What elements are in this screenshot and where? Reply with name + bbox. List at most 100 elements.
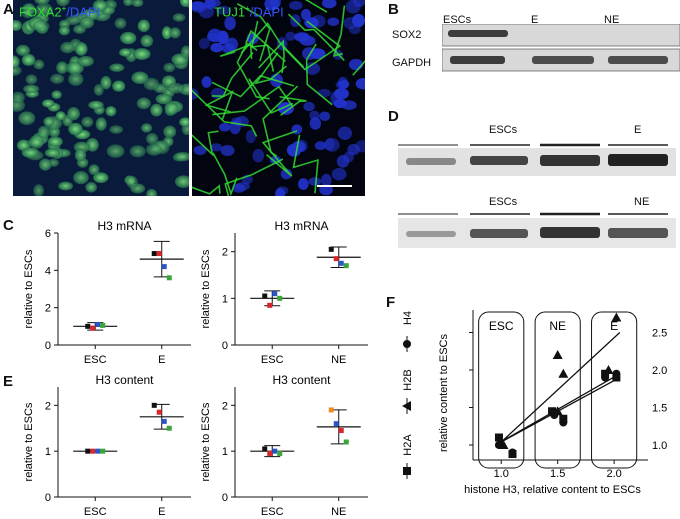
nucleus bbox=[58, 181, 73, 191]
nucleus bbox=[172, 13, 186, 22]
nucleus bbox=[309, 117, 322, 130]
nucleus bbox=[335, 80, 348, 89]
dapi-label-left: DAPI bbox=[69, 4, 101, 20]
x-tick-label: 2.0 bbox=[606, 468, 621, 480]
foxa2-sup: + bbox=[61, 4, 67, 13]
nucleus bbox=[18, 111, 36, 126]
x-tick-label: E bbox=[158, 354, 165, 366]
nucleus bbox=[269, 0, 281, 9]
data-point bbox=[161, 264, 167, 270]
nucleus bbox=[276, 186, 289, 195]
nucleus bbox=[137, 19, 150, 33]
nucleus bbox=[13, 55, 20, 69]
nucleus bbox=[43, 116, 55, 127]
nucleus bbox=[352, 13, 365, 28]
nucleus bbox=[58, 25, 70, 36]
x-tick-label: NE bbox=[331, 506, 346, 518]
h2b-point bbox=[552, 406, 563, 416]
data-point bbox=[166, 425, 172, 431]
data-point bbox=[262, 293, 268, 299]
neurite bbox=[279, 95, 307, 116]
h2b-point bbox=[611, 312, 622, 322]
data-point bbox=[328, 246, 334, 252]
nucleus bbox=[105, 105, 117, 117]
nucleus bbox=[133, 48, 151, 60]
nucleus bbox=[129, 145, 146, 158]
nucleus bbox=[210, 143, 223, 152]
nucleus bbox=[56, 0, 70, 7]
legend-triangle-icon bbox=[402, 401, 411, 411]
nucleus bbox=[333, 98, 347, 109]
nucleus bbox=[112, 80, 126, 92]
y-tick-label: 0 bbox=[45, 492, 51, 504]
neurite bbox=[287, 13, 345, 61]
nucleus bbox=[106, 144, 125, 158]
nucleus bbox=[232, 183, 246, 193]
nucleus bbox=[298, 178, 309, 190]
neurite bbox=[261, 130, 298, 177]
data-point bbox=[90, 448, 96, 454]
x-tick-label: 1.5 bbox=[550, 468, 565, 480]
neurite bbox=[212, 152, 238, 196]
y-tick-label: 2.5 bbox=[652, 328, 667, 340]
data-point bbox=[90, 325, 96, 331]
neurite bbox=[304, 0, 328, 13]
nucleus bbox=[169, 27, 181, 39]
nucleus bbox=[95, 117, 107, 131]
legend-label-h4: H4 bbox=[402, 311, 414, 325]
nucleus bbox=[324, 138, 335, 151]
y-axis-label: relative content to ESCs bbox=[438, 334, 450, 453]
data-point bbox=[267, 450, 273, 456]
dotplot-panels: H3 mRNA relative to ESCs 0 2 4 6 ESC E H3 mRNA re… bbox=[23, 219, 368, 518]
tuj1-sup: + bbox=[245, 4, 250, 13]
data-point bbox=[277, 450, 283, 456]
blot-d-top-escs: ESCs bbox=[489, 124, 518, 136]
data-point bbox=[166, 275, 172, 281]
dotplot-c1: H3 mRNA relative to ESCs 0 2 4 6 ESC E bbox=[23, 219, 191, 366]
nucleus bbox=[221, 43, 235, 54]
nucleus bbox=[308, 177, 322, 186]
blot-b-row-gapdh: GAPDH bbox=[392, 57, 432, 69]
dapi-label-right: DAPI bbox=[253, 4, 284, 20]
nucleus bbox=[25, 74, 38, 85]
y-tick-label: 1 bbox=[45, 446, 51, 458]
nucleus bbox=[299, 35, 316, 46]
nucleus bbox=[355, 77, 365, 90]
h2a-point bbox=[548, 407, 557, 416]
h2a-point bbox=[559, 414, 568, 423]
nucleus bbox=[21, 147, 40, 158]
foxa2-sep: / bbox=[66, 4, 70, 20]
nucleus bbox=[34, 0, 50, 5]
y-tick-label: 2.0 bbox=[652, 365, 667, 377]
y-tick-label: 1 bbox=[222, 446, 228, 458]
group-label: NE bbox=[549, 319, 566, 333]
dotplot-c2: H3 mRNA relative to ESCs 0 1 2 ESC NE bbox=[200, 219, 368, 366]
x-tick-label: ESC bbox=[261, 354, 284, 366]
data-point bbox=[100, 448, 106, 454]
tuj1-label: TUJ1 bbox=[214, 4, 246, 20]
foxa2-micrograph: FOXA2+/DAPI bbox=[13, 0, 189, 196]
nucleus bbox=[150, 103, 163, 117]
nucleus bbox=[280, 168, 293, 180]
data-point bbox=[343, 439, 349, 445]
y-tick-label: 1.5 bbox=[652, 403, 667, 415]
y-tick-label: 2 bbox=[222, 247, 228, 259]
x-axis-label: histone H3, relative content to ESCs bbox=[464, 484, 641, 496]
h2a-point bbox=[494, 433, 503, 442]
nucleus bbox=[146, 188, 158, 196]
h2a-point bbox=[508, 450, 517, 458]
legend-circle-icon bbox=[403, 340, 411, 348]
neurite bbox=[245, 29, 286, 63]
nucleus bbox=[23, 84, 40, 94]
nucleus bbox=[131, 71, 149, 84]
nucleus bbox=[179, 117, 189, 127]
x-tick-label: E bbox=[158, 506, 165, 518]
x-tick-label: NE bbox=[331, 354, 346, 366]
nucleus bbox=[291, 140, 306, 153]
nucleus bbox=[319, 184, 333, 196]
nucleus bbox=[352, 0, 365, 8]
nucleus bbox=[198, 37, 210, 50]
data-point bbox=[338, 260, 344, 266]
nucleus bbox=[56, 61, 69, 74]
nucleus bbox=[68, 122, 83, 136]
